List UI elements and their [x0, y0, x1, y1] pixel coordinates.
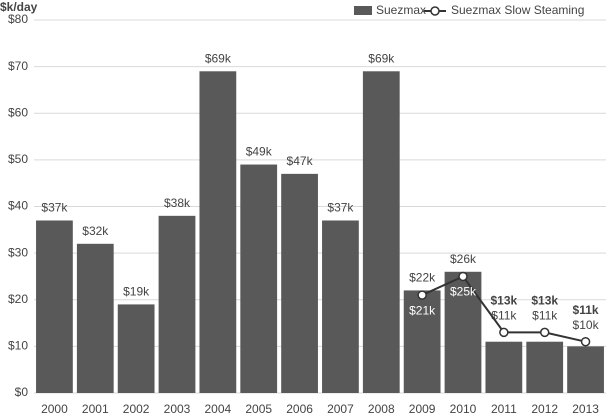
legend-swatch	[354, 6, 372, 15]
x-tick-label: 2001	[82, 402, 109, 416]
y-tick-label: $60	[8, 105, 28, 119]
x-tick-label: 2011	[491, 402, 517, 416]
bar-value-label: $11k	[491, 309, 517, 323]
x-tick-label: 2004	[205, 402, 232, 416]
y-tick-label: $10	[8, 339, 28, 353]
bar	[117, 304, 155, 393]
x-tick-label: 2008	[368, 402, 395, 416]
x-tick-label: 2007	[327, 402, 354, 416]
bar-value-label: $26k	[450, 252, 477, 266]
x-tick-label: 2000	[41, 402, 68, 416]
line-marker	[580, 336, 591, 347]
y-axis-label: $k/day	[0, 0, 38, 14]
x-tick-label: 2006	[286, 402, 313, 416]
line-marker	[417, 290, 427, 300]
bar-value-label: $47k	[287, 154, 314, 168]
bar	[403, 290, 441, 393]
x-tick-label: 2009	[409, 402, 436, 416]
bar	[36, 220, 73, 393]
x-tick-label: 2005	[245, 402, 272, 416]
bar-value-label: $49k	[246, 145, 273, 159]
line-value-label: $11k	[573, 303, 599, 317]
line-marker	[539, 327, 550, 338]
x-tick-label: 2012	[531, 402, 558, 416]
line-marker	[458, 271, 468, 282]
bar-value-label: $11k	[532, 309, 558, 323]
bar-value-label: $19k	[123, 285, 150, 299]
bar	[362, 71, 400, 393]
y-tick-label: $30	[8, 245, 28, 259]
line-marker	[499, 327, 509, 338]
bar	[526, 341, 564, 393]
bar-value-label: $10k	[573, 318, 600, 332]
y-tick-label: $70	[8, 59, 28, 73]
bar-value-label: $37k	[41, 201, 68, 215]
bar	[240, 164, 278, 393]
bar-value-label: $69k	[205, 51, 232, 65]
bar	[76, 243, 114, 393]
legend-label: Suezmax Slow Steaming	[451, 3, 584, 17]
bar	[322, 220, 359, 393]
bar	[567, 346, 604, 393]
y-tick-label: $20	[8, 292, 28, 306]
legend-label: Suezmax	[376, 3, 426, 17]
y-tick-label: $0	[15, 385, 29, 399]
legend-marker	[430, 6, 440, 16]
line-value-label: $13k	[531, 294, 558, 308]
y-tick-label: $40	[8, 199, 28, 213]
x-tick-label: 2013	[572, 402, 599, 416]
bar-value-label: $38k	[164, 196, 191, 210]
y-tick-label: $50	[8, 152, 28, 166]
line-value-label: $13k	[491, 294, 518, 308]
bar-value-label: $69k	[368, 51, 395, 65]
bar	[281, 173, 318, 393]
y-tick-label: $80	[8, 12, 28, 26]
x-tick-label: 2003	[164, 402, 191, 416]
bar	[158, 215, 196, 393]
line-value-label: $21k	[409, 303, 436, 317]
bar-value-label: $32k	[82, 224, 109, 238]
bar-value-label: $37k	[327, 201, 354, 215]
bar	[199, 71, 237, 393]
x-tick-label: 2002	[123, 402, 150, 416]
x-tick-label: 2010	[450, 402, 477, 416]
line-value-label: $25k	[450, 285, 477, 299]
bar-value-label: $22k	[409, 271, 436, 285]
bar	[485, 341, 523, 393]
